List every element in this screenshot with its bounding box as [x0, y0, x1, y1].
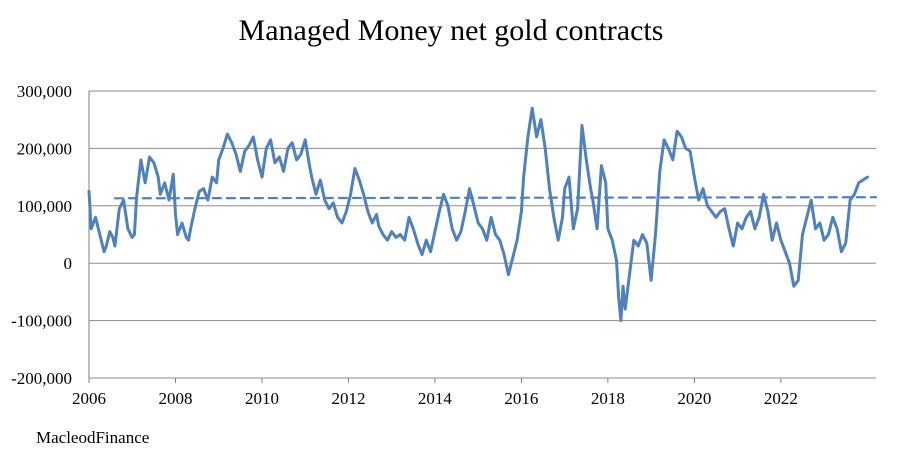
y-tick-label: 200,000 — [17, 139, 72, 158]
y-tick-label: 100,000 — [17, 197, 72, 216]
source-note: MacleodFinance — [36, 428, 149, 448]
series-layer — [89, 108, 876, 320]
net-contracts-line — [89, 108, 867, 320]
y-tick-label: 300,000 — [17, 82, 72, 101]
x-tick-label: 2010 — [245, 389, 279, 408]
x-tick-label: 2012 — [331, 389, 365, 408]
chart-svg: 300,000200,000100,0000-100,000-200,00020… — [0, 0, 902, 456]
y-tick-label: 0 — [64, 254, 73, 273]
x-tick-label: 2022 — [764, 389, 798, 408]
grid-layer — [89, 91, 876, 383]
x-tick-label: 2016 — [504, 389, 538, 408]
y-tick-label: -100,000 — [11, 312, 72, 331]
average-dashed-line — [115, 197, 876, 198]
x-tick-label: 2006 — [72, 389, 106, 408]
y-tick-label: -200,000 — [11, 369, 72, 388]
x-tick-label: 2008 — [158, 389, 192, 408]
tick-layer: 300,000200,000100,0000-100,000-200,00020… — [11, 82, 798, 408]
x-tick-label: 2020 — [677, 389, 711, 408]
x-tick-label: 2018 — [591, 389, 625, 408]
x-tick-label: 2014 — [418, 389, 453, 408]
